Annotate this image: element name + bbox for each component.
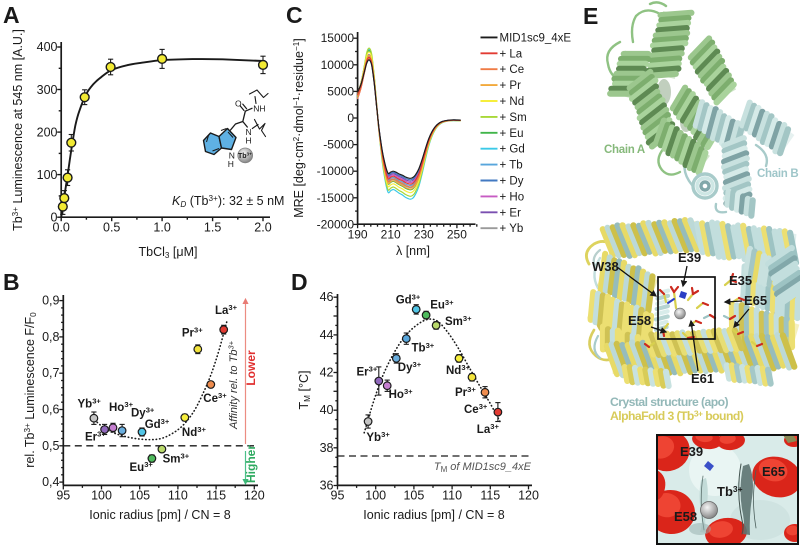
- svg-text:E65: E65: [744, 293, 767, 308]
- svg-text:B: B: [3, 269, 20, 295]
- svg-text:Ionic radius [pm] / CN = 8: Ionic radius [pm] / CN = 8: [89, 508, 230, 522]
- svg-text:H: H: [228, 159, 234, 169]
- svg-text:0.0: 0.0: [53, 221, 70, 235]
- svg-text:Higher: Higher: [244, 445, 258, 483]
- svg-text:100: 100: [365, 489, 386, 503]
- svg-text:-10000: -10000: [317, 164, 355, 178]
- svg-text:NH: NH: [253, 104, 265, 114]
- svg-text:115: 115: [480, 489, 500, 503]
- svg-text:+ Sm: + Sm: [500, 112, 527, 124]
- svg-text:+ La: + La: [500, 48, 523, 60]
- svg-text:TM​ [°C]: TM​ [°C]: [297, 371, 312, 410]
- svg-text:E58: E58: [628, 313, 651, 328]
- svg-text:Ionic radius [pm] / CN = 8: Ionic radius [pm] / CN = 8: [363, 508, 504, 522]
- svg-text:Lower: Lower: [244, 350, 258, 386]
- svg-text:TbCl3​ [μM]: TbCl3​ [μM]: [138, 245, 197, 260]
- svg-text:1.5: 1.5: [204, 221, 221, 235]
- svg-text:E61: E61: [691, 371, 714, 386]
- svg-text:300: 300: [37, 83, 58, 97]
- svg-text:190: 190: [348, 228, 368, 242]
- svg-text:200: 200: [37, 125, 58, 139]
- svg-text:10000: 10000: [321, 58, 355, 72]
- svg-text:40: 40: [320, 403, 334, 417]
- svg-text:Crystal structure (apo): Crystal structure (apo): [610, 395, 729, 409]
- svg-text:38: 38: [320, 441, 334, 455]
- svg-text:E58: E58: [674, 509, 697, 524]
- svg-text:0: 0: [347, 111, 354, 125]
- svg-text:250: 250: [447, 228, 467, 242]
- svg-text:+ Yb: + Yb: [500, 223, 524, 235]
- svg-text:Tb3+: Tb3+: [238, 152, 252, 160]
- svg-text:N: N: [246, 127, 252, 137]
- svg-text:100: 100: [91, 489, 112, 503]
- svg-text:KD​ (Tb3+​): 32 ± 5 nM: KD​ (Tb3+​): 32 ± 5 nM: [172, 194, 284, 209]
- svg-text:E: E: [583, 3, 598, 29]
- svg-text:O: O: [235, 99, 242, 109]
- svg-text:95: 95: [56, 489, 70, 503]
- svg-text:0,9: 0,9: [42, 294, 59, 308]
- svg-text:0,4: 0,4: [42, 475, 59, 489]
- svg-text:+ Gd: + Gd: [500, 144, 525, 156]
- svg-text:5000: 5000: [327, 84, 354, 98]
- svg-text:N: N: [229, 151, 235, 161]
- svg-text:TM of MID1sc9_4xE: TM of MID1sc9_4xE: [434, 461, 532, 474]
- svg-text:+ Er: + Er: [500, 207, 522, 219]
- svg-text:W38: W38: [592, 259, 619, 274]
- svg-text:MRE [deg·cm2​·dmol−1​·residue−: MRE [deg·cm2​·dmol−1​·residue−1​]: [292, 38, 306, 218]
- svg-text:0,7: 0,7: [42, 366, 59, 380]
- svg-text:+ Ho: + Ho: [500, 191, 525, 203]
- svg-text:0.5: 0.5: [103, 221, 120, 235]
- svg-text:-20000: -20000: [317, 217, 355, 231]
- svg-text:46: 46: [320, 290, 334, 304]
- svg-text:E65: E65: [762, 464, 785, 479]
- svg-text:210: 210: [381, 228, 401, 242]
- svg-text:+ Nd: + Nd: [500, 96, 525, 108]
- svg-text:+ Eu: + Eu: [500, 128, 524, 140]
- svg-text:E35: E35: [729, 273, 752, 288]
- svg-text:+ Tb: + Tb: [500, 160, 523, 172]
- svg-text:36: 36: [320, 479, 334, 493]
- svg-text:0: 0: [51, 210, 58, 224]
- svg-text:230: 230: [414, 228, 434, 242]
- svg-text:+ Ce: + Ce: [500, 64, 525, 76]
- svg-text:400: 400: [37, 40, 58, 54]
- svg-text:+ Pr: + Pr: [500, 80, 522, 92]
- svg-text:H: H: [246, 136, 252, 146]
- svg-text:115: 115: [206, 489, 226, 503]
- svg-text:-5000: -5000: [323, 138, 354, 152]
- svg-text:15000: 15000: [321, 31, 355, 45]
- svg-text:Tb3+​ Luminescence at 545 nm [: Tb3+​ Luminescence at 545 nm [A.U.]: [11, 29, 25, 231]
- svg-text:A: A: [3, 2, 20, 28]
- svg-text:Affinity rel. to Tb3+: Affinity rel. to Tb3+: [227, 340, 241, 430]
- svg-text:AlphaFold 3 (Tb3+ bound): AlphaFold 3 (Tb3+ bound): [610, 409, 744, 424]
- svg-text:-15000: -15000: [317, 191, 355, 205]
- svg-text:E39: E39: [678, 250, 701, 265]
- svg-text:44: 44: [320, 328, 334, 342]
- svg-text:C: C: [286, 2, 303, 28]
- svg-text:100: 100: [37, 168, 58, 182]
- svg-text:λ [nm]: λ [nm]: [396, 244, 430, 258]
- svg-text:rel. Tb3+​ Luminescence F/F0​: rel. Tb3+​ Luminescence F/F0​: [23, 312, 38, 468]
- svg-text:105: 105: [129, 489, 150, 503]
- svg-text:0,6: 0,6: [42, 403, 59, 417]
- svg-text:D: D: [291, 269, 308, 295]
- svg-text:42: 42: [320, 366, 334, 380]
- svg-text:Chain A: Chain A: [604, 144, 645, 156]
- svg-text:95: 95: [331, 489, 345, 503]
- svg-text:105: 105: [403, 489, 424, 503]
- svg-text:110: 110: [442, 489, 462, 503]
- svg-text:120: 120: [244, 489, 265, 503]
- svg-text:2.0: 2.0: [254, 221, 271, 235]
- svg-text:1.0: 1.0: [153, 221, 170, 235]
- svg-text:+ Dy: + Dy: [500, 176, 524, 188]
- svg-text:E39: E39: [680, 444, 703, 459]
- svg-text:MID1sc9_4xE: MID1sc9_4xE: [500, 32, 572, 44]
- svg-text:0,8: 0,8: [42, 330, 59, 344]
- svg-text:120: 120: [518, 489, 539, 503]
- svg-text:0,5: 0,5: [42, 439, 59, 453]
- svg-text:110: 110: [168, 489, 188, 503]
- svg-text:Chain B: Chain B: [757, 168, 798, 180]
